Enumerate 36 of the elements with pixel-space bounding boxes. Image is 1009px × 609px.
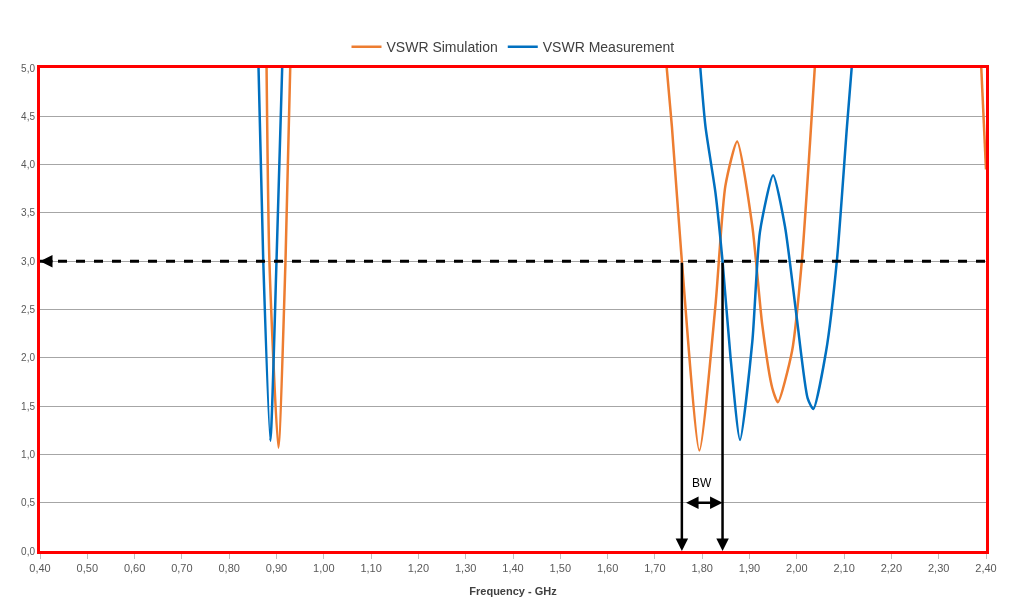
x-tick-label: 0,50 — [76, 562, 99, 575]
x-tick-label: 1,30 — [454, 562, 477, 575]
x-tick-label: 2,20 — [880, 562, 903, 575]
x-tick-label: 2,00 — [786, 562, 808, 575]
x-tick-label: 2,30 — [927, 562, 950, 575]
x-tick-label: 1,00 — [313, 562, 335, 575]
y-tick-label: 3,5 — [21, 207, 36, 219]
y-tick-label: 0,0 — [21, 545, 36, 557]
x-tick-label: 1,20 — [407, 562, 430, 575]
x-tick-label: 1,70 — [644, 562, 666, 575]
x-tick-label: 1,80 — [691, 562, 713, 575]
annotation: BW — [692, 476, 712, 490]
y-tick-label: 2,5 — [21, 304, 36, 315]
x-tick-label: 1,60 — [596, 562, 619, 575]
x-tick-label: 0,80 — [218, 562, 240, 575]
x-tick-label: 2,10 — [833, 562, 855, 575]
x-tick-label: 2,40 — [975, 562, 997, 575]
y-tick-label: 4,5 — [21, 110, 36, 122]
x-tick-label: 1,50 — [549, 562, 572, 575]
x-tick-label: 1,10 — [360, 562, 382, 575]
y-tick-label: 3,0 — [21, 255, 36, 267]
y-tick-label: 1,5 — [21, 400, 36, 412]
legend-label: VSWR Simulation — [386, 39, 498, 56]
x-tick-label: 1,40 — [502, 562, 524, 575]
x-tick-label: 0,60 — [123, 562, 146, 575]
y-tick-label: 4,0 — [21, 159, 36, 171]
y-tick-label: 2,0 — [21, 352, 36, 364]
y-tick-label: 5,0 — [21, 62, 36, 74]
x-tick-label: 1,90 — [738, 562, 761, 575]
x-tick-label: 0,40 — [29, 562, 51, 575]
x-tick-label: 0,90 — [265, 562, 288, 575]
y-tick-label: 0,5 — [21, 497, 36, 509]
y-tick-label: 1,0 — [21, 448, 36, 460]
legend-label: VSWR Measurement — [542, 39, 675, 56]
x-tick-label: 0,70 — [171, 562, 193, 575]
x-axis-title: Frequency - GHz — [469, 585, 558, 598]
